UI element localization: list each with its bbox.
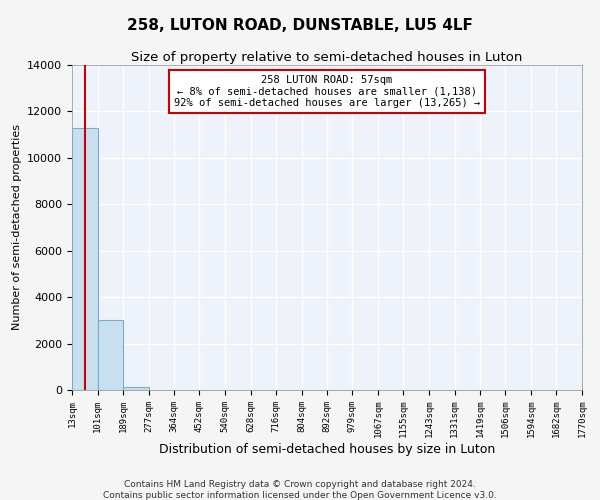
Bar xyxy=(123,386,149,390)
Text: 258 LUTON ROAD: 57sqm
← 8% of semi-detached houses are smaller (1,138)
92% of se: 258 LUTON ROAD: 57sqm ← 8% of semi-detac… xyxy=(174,74,480,108)
Y-axis label: Number of semi-detached properties: Number of semi-detached properties xyxy=(11,124,22,330)
Text: 258, LUTON ROAD, DUNSTABLE, LU5 4LF: 258, LUTON ROAD, DUNSTABLE, LU5 4LF xyxy=(127,18,473,32)
Bar xyxy=(98,320,123,390)
X-axis label: Distribution of semi-detached houses by size in Luton: Distribution of semi-detached houses by … xyxy=(159,443,495,456)
Bar xyxy=(72,128,98,390)
Text: Contains HM Land Registry data © Crown copyright and database right 2024.
Contai: Contains HM Land Registry data © Crown c… xyxy=(103,480,497,500)
Title: Size of property relative to semi-detached houses in Luton: Size of property relative to semi-detach… xyxy=(131,51,523,64)
